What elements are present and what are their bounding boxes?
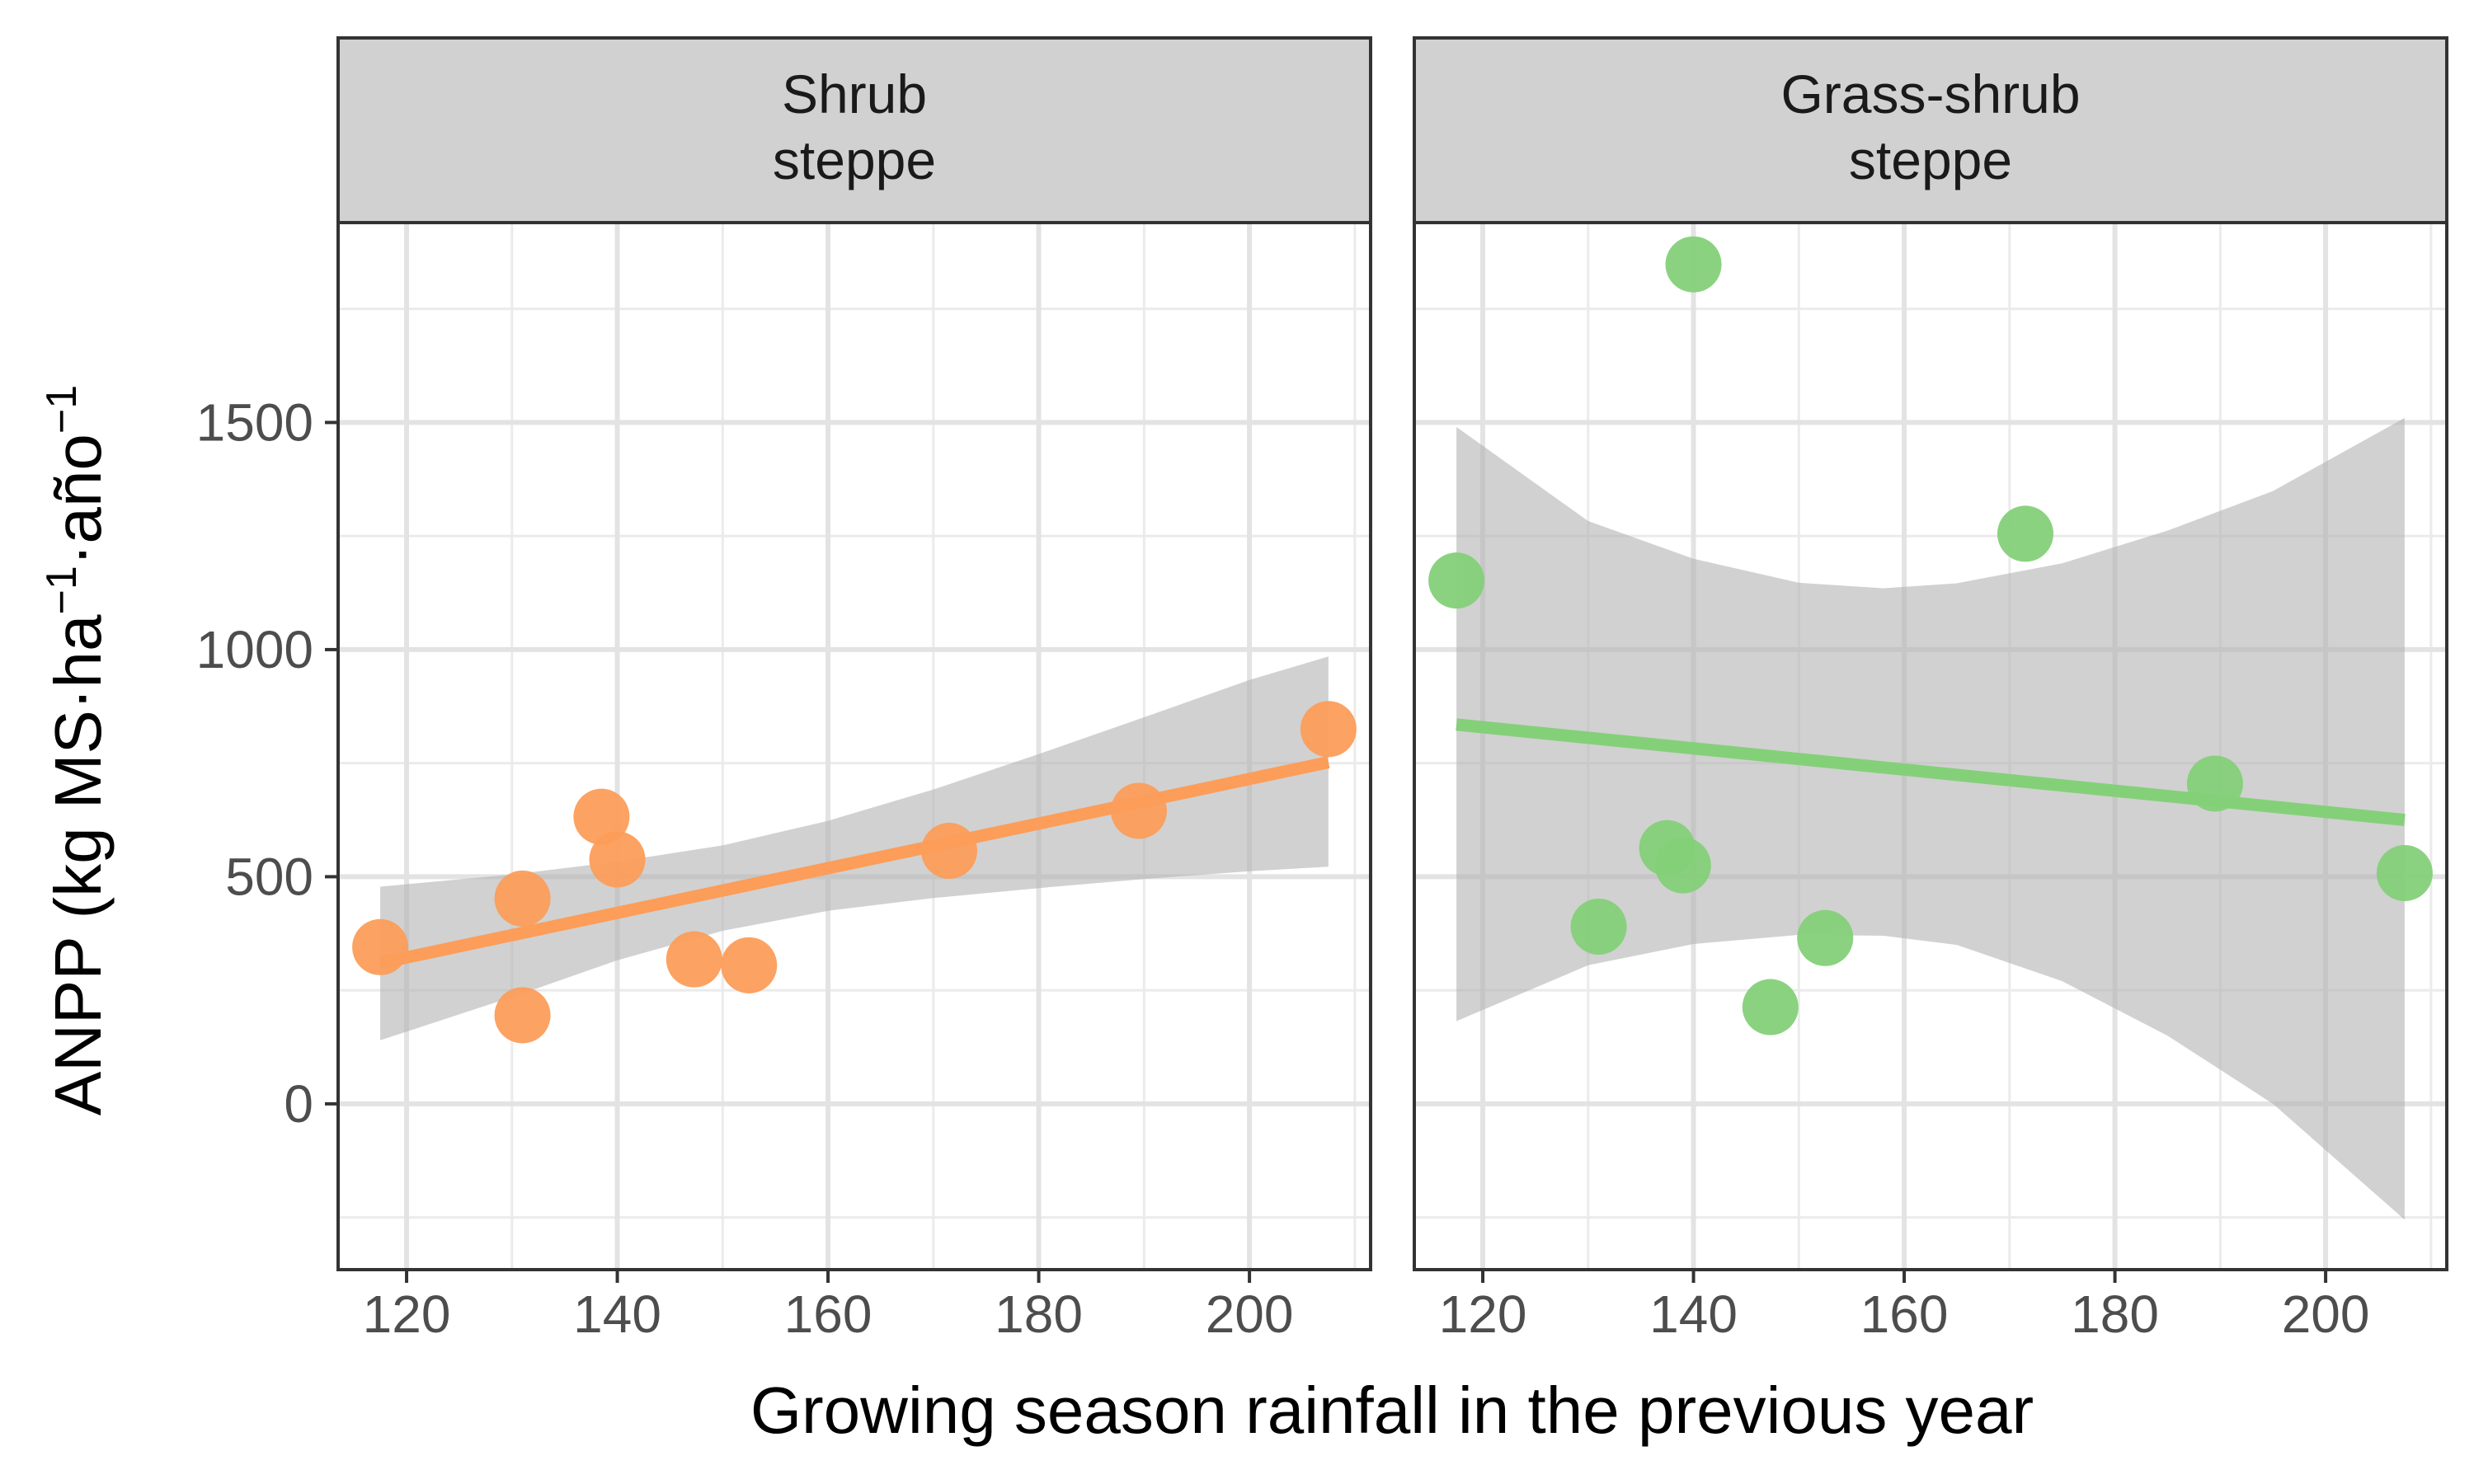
x-tick-label: 200: [2282, 1284, 2370, 1344]
x-tick-label: 120: [1439, 1284, 1527, 1344]
data-point: [666, 931, 722, 988]
facet-strip-label: steppe: [1849, 129, 2012, 190]
facet-strip-label: steppe: [773, 129, 936, 190]
data-point: [2376, 844, 2433, 901]
data-point: [721, 937, 778, 993]
facet-strip: [336, 36, 1372, 224]
x-axis-title: Growing season rainfall in the previous …: [750, 1374, 2034, 1447]
data-point: [1797, 909, 1854, 966]
y-tick-label: 500: [225, 847, 313, 906]
data-point: [1997, 505, 2053, 562]
data-point: [494, 987, 551, 1044]
confidence-band: [380, 656, 1329, 1040]
y-axis-title-middle: ·año: [41, 434, 115, 566]
data-point: [1665, 236, 1722, 293]
data-point: [352, 918, 409, 975]
x-tick-label: 160: [1860, 1284, 1949, 1344]
facet-strip-label: Shrub: [782, 63, 927, 124]
facet-strip-label: Grass-shrub: [1780, 63, 2080, 124]
regression-line: [1456, 718, 2406, 826]
y-axis-title: ANPP (kg MS·ha−1·año−1: [38, 385, 115, 1115]
data-point: [1300, 701, 1357, 758]
x-tick-label: 180: [2071, 1284, 2159, 1344]
x-tick-label: 140: [1649, 1284, 1738, 1344]
data-point: [1570, 899, 1627, 956]
data-point: [573, 788, 630, 845]
facet-strip: [1413, 36, 2448, 224]
y-tick-label: 0: [284, 1074, 313, 1134]
x-tick-label: 200: [1206, 1284, 1294, 1344]
data-point: [494, 870, 551, 927]
y-tick-label: 1500: [196, 392, 313, 452]
data-point: [1654, 837, 1711, 894]
x-tick-label: 140: [573, 1284, 661, 1344]
y-axis-title-sup1: −1: [38, 566, 86, 614]
regression-line: [379, 756, 1330, 970]
x-tick-label: 120: [363, 1284, 451, 1344]
data-point: [589, 831, 646, 888]
y-tick-label: 1000: [196, 620, 313, 679]
data-point: [1742, 979, 1799, 1036]
x-tick-label: 180: [995, 1284, 1083, 1344]
y-axis-title-sup2: −1: [38, 385, 86, 434]
y-axis-title-prefix: ANPP (kg MS·ha: [41, 614, 115, 1115]
x-tick-label: 160: [784, 1284, 872, 1344]
confidence-band: [1456, 417, 2405, 1220]
data-point: [1428, 552, 1485, 609]
